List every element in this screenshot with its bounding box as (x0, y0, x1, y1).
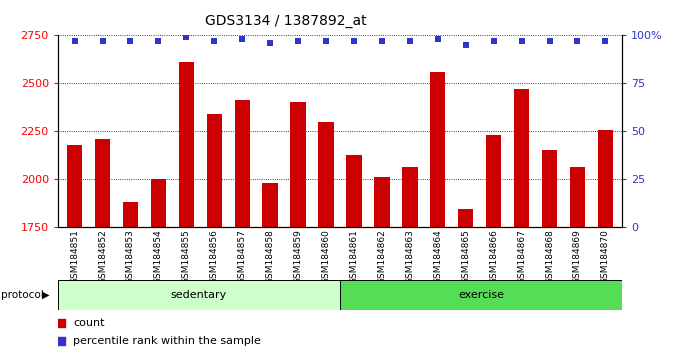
Text: GDS3134 / 1387892_at: GDS3134 / 1387892_at (205, 14, 367, 28)
Bar (179, 62, 194, 227)
Bar (514, 89, 529, 227)
Point (181, 34, 192, 40)
Text: GSM184868: GSM184868 (545, 229, 554, 284)
Point (600, 38, 611, 44)
Point (432, 36, 443, 42)
Point (209, 38, 220, 44)
Point (69, 38, 80, 44)
Text: GSM184870: GSM184870 (601, 229, 610, 284)
Point (320, 38, 331, 44)
Text: GSM184860: GSM184860 (322, 229, 330, 284)
Text: sedentary: sedentary (171, 290, 227, 300)
Text: ▶: ▶ (42, 290, 50, 300)
Point (460, 42, 471, 48)
Text: count: count (73, 318, 105, 328)
Bar (570, 167, 585, 227)
Point (153, 38, 164, 44)
Bar (207, 114, 222, 227)
Point (349, 38, 360, 44)
Point (265, 40, 275, 46)
Text: GSM184857: GSM184857 (238, 229, 247, 284)
Text: protocol: protocol (1, 290, 44, 300)
Bar (430, 72, 445, 227)
Text: percentile rank within the sample: percentile rank within the sample (73, 336, 261, 346)
Point (56, 338, 67, 344)
Point (97, 38, 108, 44)
Bar (318, 122, 334, 227)
Bar (458, 209, 473, 227)
Text: GSM184854: GSM184854 (154, 229, 163, 284)
Bar (95, 139, 110, 227)
Point (544, 38, 555, 44)
Text: GSM184855: GSM184855 (182, 229, 191, 284)
Point (377, 38, 388, 44)
Text: GSM184851: GSM184851 (70, 229, 79, 284)
Bar (340, 280, 622, 310)
Text: GSM184852: GSM184852 (98, 229, 107, 284)
Bar (58, 280, 340, 310)
Bar (123, 202, 138, 227)
Text: GSM184859: GSM184859 (294, 229, 303, 284)
Text: GSM184863: GSM184863 (405, 229, 414, 284)
Text: GSM184861: GSM184861 (350, 229, 358, 284)
Bar (598, 130, 613, 227)
Point (516, 38, 527, 44)
Text: GSM184853: GSM184853 (126, 229, 135, 284)
Point (125, 38, 136, 44)
Bar (346, 155, 362, 227)
Text: GSM184866: GSM184866 (489, 229, 498, 284)
Point (488, 38, 499, 44)
Point (237, 36, 248, 42)
Text: GSM184869: GSM184869 (573, 229, 582, 284)
Text: GSM184862: GSM184862 (377, 229, 386, 284)
Point (56, 320, 67, 326)
Bar (67, 145, 82, 227)
Text: GSM184865: GSM184865 (461, 229, 471, 284)
Bar (402, 167, 418, 227)
Point (572, 38, 583, 44)
Bar (151, 179, 166, 227)
Bar (290, 102, 306, 227)
Point (292, 38, 303, 44)
Bar (542, 150, 557, 227)
Text: GSM184856: GSM184856 (209, 229, 219, 284)
Text: GSM184867: GSM184867 (517, 229, 526, 284)
Text: exercise: exercise (458, 290, 504, 300)
Bar (235, 101, 250, 227)
Text: GSM184858: GSM184858 (266, 229, 275, 284)
Bar (486, 135, 501, 227)
Point (405, 38, 415, 44)
Text: GSM184864: GSM184864 (433, 229, 442, 284)
Bar (374, 177, 390, 227)
Bar (262, 183, 278, 227)
